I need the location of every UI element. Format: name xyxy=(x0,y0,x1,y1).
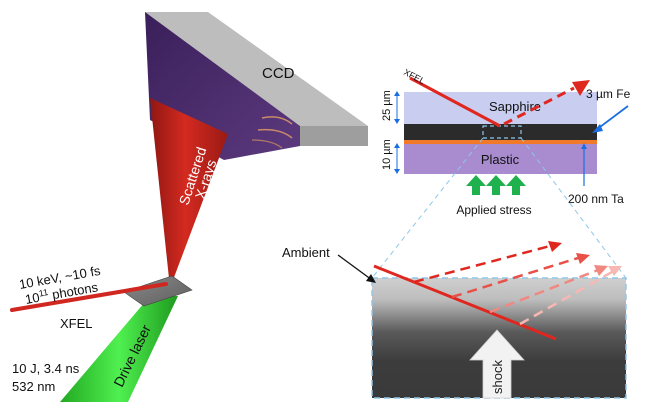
diffraction-arc xyxy=(251,139,283,149)
zoom-incident-ray xyxy=(373,264,557,341)
zoom-connector-left xyxy=(371,137,484,279)
drive-laser-beam xyxy=(60,296,178,402)
target-cross-section: Sapphire Plastic XFEL 25 µm 10 µm 3 µm F… xyxy=(381,67,631,217)
shock-label: shock xyxy=(490,360,505,394)
sapphire-label: Sapphire xyxy=(489,99,541,114)
ccd-top-face xyxy=(145,12,368,126)
diffracted-ray-arrowhead xyxy=(572,80,590,96)
diffraction-arc xyxy=(261,116,293,125)
diffracted-arrowhead xyxy=(608,266,622,276)
iron-label: 3 µm Fe xyxy=(586,87,631,101)
stress-label: Applied stress xyxy=(456,203,531,217)
section-xfel-label: XFEL xyxy=(402,67,427,86)
xfel-label: XFEL xyxy=(60,316,93,331)
zoom-region-marker xyxy=(482,125,522,139)
sapphire-layer xyxy=(404,92,597,124)
tantalum-layer xyxy=(404,140,597,144)
callout-arrowhead xyxy=(581,143,587,149)
diffracted-ray-4 xyxy=(519,270,613,326)
diffracted-arrowhead xyxy=(548,241,562,252)
marker-arrowhead xyxy=(394,91,400,96)
diffracted-arrowhead xyxy=(576,253,590,264)
marker-arrowhead xyxy=(394,143,400,148)
diffraction-arc xyxy=(257,128,293,139)
zoom-panel: shock xyxy=(371,241,627,399)
stress-arrow-icon xyxy=(466,175,526,195)
xfel-incident-ray xyxy=(409,76,501,128)
zoom-connector-right xyxy=(520,137,627,279)
tantalum-label: 200 nm Ta xyxy=(568,192,624,206)
plastic-layer xyxy=(404,144,597,174)
diffracted-arrowhead xyxy=(594,265,608,276)
ccd-side-face xyxy=(300,126,368,146)
xfel-diffracted-ray xyxy=(503,86,575,126)
scattered-xray-cone xyxy=(150,98,228,288)
target-plate-icon xyxy=(123,275,193,307)
sapphire-thickness: 25 µm xyxy=(381,90,393,121)
ambient-arrowhead xyxy=(366,274,376,283)
marker-arrowhead xyxy=(394,169,400,174)
callout-arrowhead xyxy=(592,124,603,133)
xfel-beam xyxy=(10,282,168,312)
iron-layer xyxy=(404,124,597,140)
laser-spec-line2: 532 nm xyxy=(12,379,55,394)
marker-arrowhead xyxy=(394,119,400,124)
laser-spec-line1: 10 J, 3.4 ns xyxy=(12,361,80,376)
diffracted-ray-1 xyxy=(413,244,551,284)
iron-callout-line xyxy=(595,105,629,131)
ambient-label: Ambient xyxy=(282,245,330,260)
diffracted-ray-3 xyxy=(489,268,599,314)
shock-arrow-icon xyxy=(469,329,525,399)
ambient-pointer xyxy=(337,254,373,281)
plastic-thickness: 10 µm xyxy=(381,139,393,170)
diffracted-ray-2 xyxy=(451,256,579,299)
ccd-label: CCD xyxy=(262,65,295,82)
plastic-label: Plastic xyxy=(481,152,520,167)
